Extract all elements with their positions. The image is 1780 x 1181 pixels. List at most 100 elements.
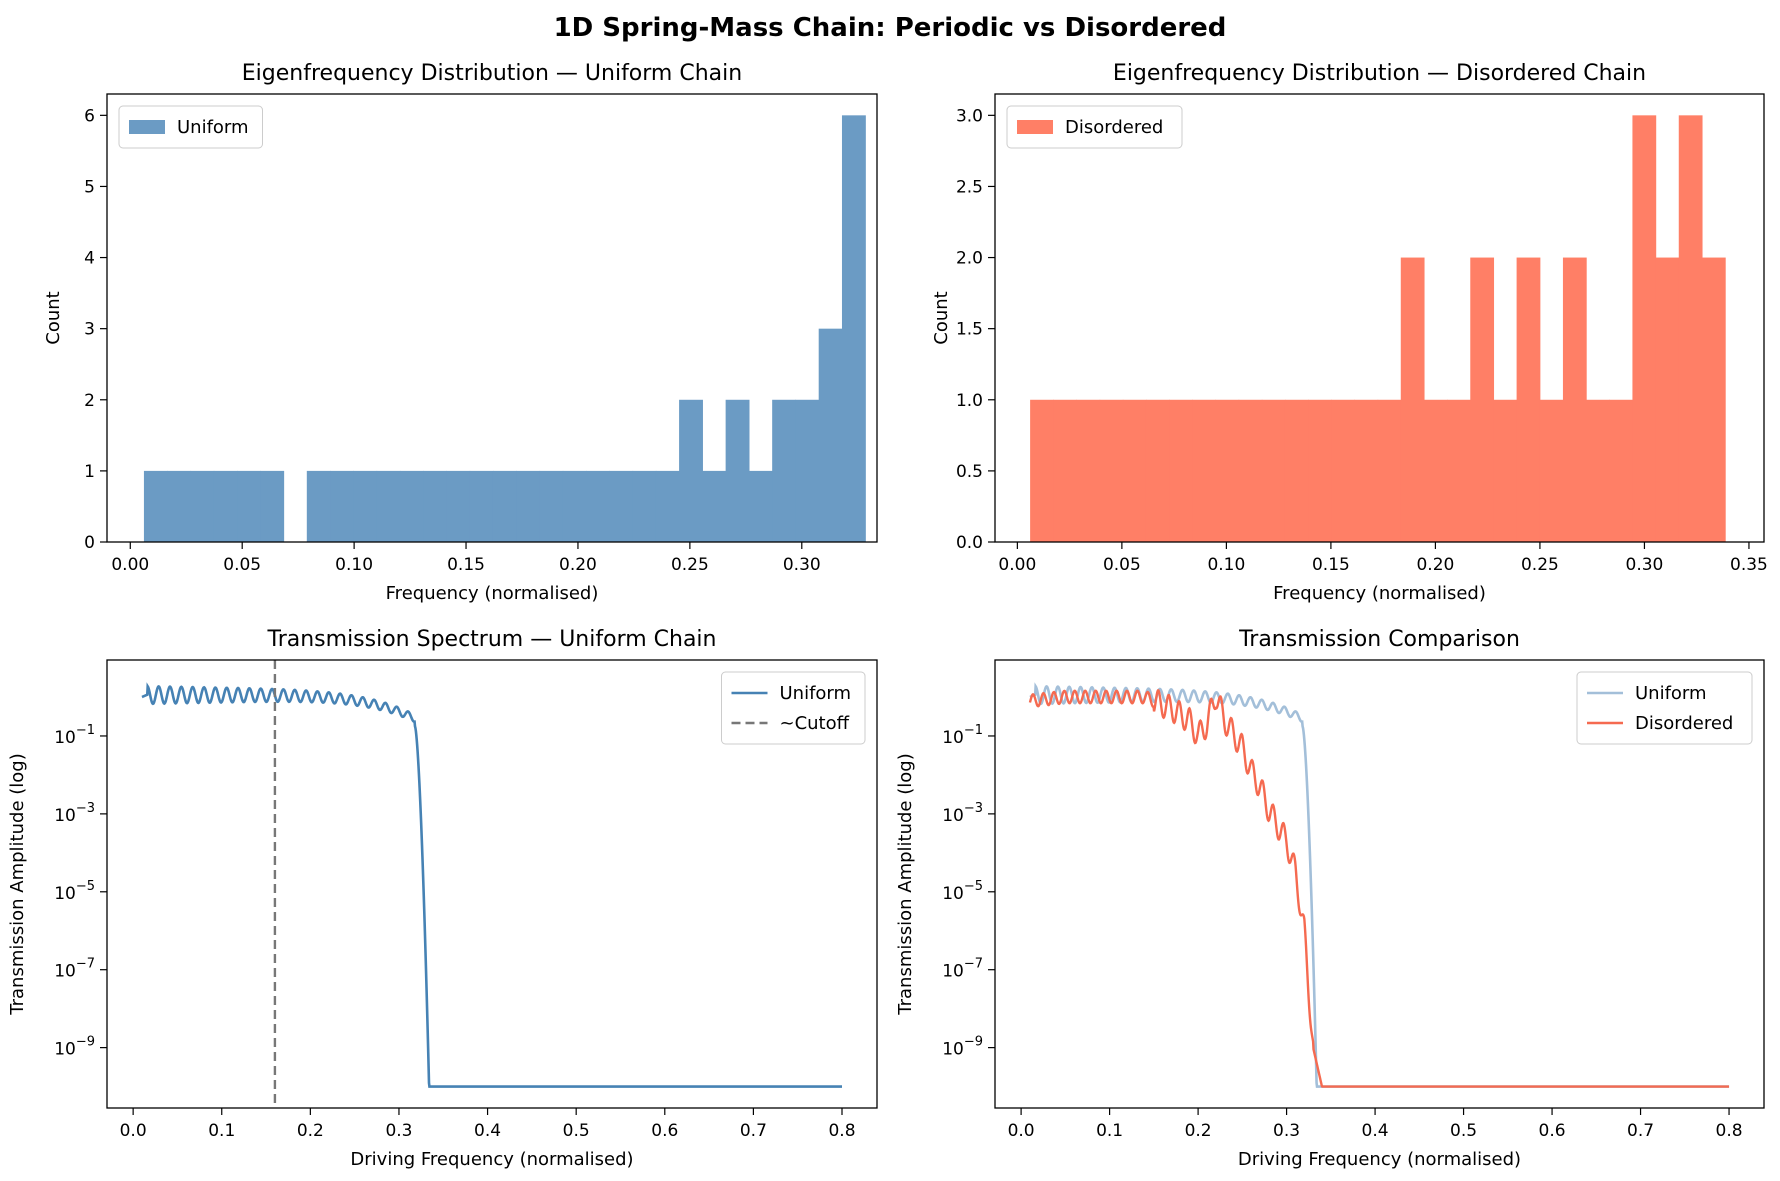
histogram-bar: [399, 470, 424, 542]
subplot-title: Eigenfrequency Distribution — Disordered…: [1113, 61, 1646, 86]
histogram-bar: [492, 470, 517, 542]
histogram-bar: [213, 470, 238, 542]
histogram-bar: [237, 470, 261, 542]
x-tick-label: 0.10: [335, 555, 373, 575]
x-tick-label: 0.05: [223, 555, 261, 575]
y-tick-base: 10: [54, 1040, 76, 1060]
axes-frame: [106, 93, 878, 543]
histogram-bar: [1145, 399, 1170, 542]
histogram-bar: [1169, 399, 1193, 542]
y-axis-label: Transmission Amplitude (log): [7, 753, 28, 1015]
y-tick-label: 1.0: [956, 391, 983, 411]
x-tick-label: 0.8: [1716, 1121, 1743, 1141]
y-tick-label: 10−7: [942, 957, 983, 982]
legend-label: Disordered: [1635, 713, 1733, 734]
y-tick-exponent: −9: [76, 1035, 95, 1050]
y-tick-label: 10−5: [942, 879, 983, 904]
histogram-bar: [632, 470, 657, 542]
histogram-bar: [1099, 399, 1124, 542]
legend-label: Uniform: [177, 117, 249, 138]
histogram-bar: [1215, 399, 1240, 542]
y-tick-label: 2.5: [956, 177, 983, 197]
legend-label: ~Cutoff: [780, 713, 850, 734]
plot-area: [1028, 682, 1730, 1088]
y-tick-exponent: −5: [76, 879, 95, 894]
x-tick-label: 0.2: [1185, 1121, 1212, 1141]
histogram-bar: [190, 470, 215, 542]
y-tick-label: 2.0: [956, 249, 983, 269]
histogram-bar: [1308, 399, 1332, 542]
y-tick-label: 2: [84, 391, 95, 411]
y-tick-label: 0.5: [956, 462, 983, 482]
x-tick-label: 0.5: [1450, 1121, 1477, 1141]
y-tick-label: 10−3: [942, 801, 983, 826]
y-tick-label: 3.0: [956, 106, 983, 126]
histogram-bar: [1586, 399, 1610, 542]
histogram-bar: [1238, 399, 1263, 542]
subplot-2: 0.0 0.5 1.0 1.5 2.0 2.5 3.0 0.00 0.05 0.10 0.15 0.2…: [931, 61, 1768, 604]
histogram-bar: [1539, 399, 1564, 542]
y-tick-label: 1.5: [956, 320, 983, 340]
x-axis-label: Driving Frequency (normalised): [350, 1149, 633, 1170]
histogram-bar: [423, 470, 448, 542]
y-tick-label: 5: [84, 177, 95, 197]
y-tick-exponent: −7: [76, 957, 95, 972]
y-tick-label: 0.0: [956, 533, 983, 553]
subplot-3: 10−110−310−510−710−90.0 0.1 0.2 0.3 0.4 0.5 0.…: [7, 627, 878, 1170]
subplot-title: Transmission Comparison: [1238, 627, 1520, 652]
y-tick-exponent: −1: [964, 723, 983, 738]
axes-frame: [106, 659, 878, 1109]
y-tick-base: 10: [942, 1040, 964, 1060]
series-line-uniform: [141, 682, 842, 1088]
y-tick-label: 6: [84, 106, 95, 126]
x-tick-label: 0.1: [1096, 1121, 1123, 1141]
y-tick-label: 0: [84, 533, 95, 553]
figure-title: 1D Spring-Mass Chain: Periodic vs Disord…: [554, 13, 1227, 43]
histogram-bar: [1030, 399, 1054, 542]
legend-box: [721, 671, 866, 745]
x-tick-label: 0.20: [559, 555, 597, 575]
x-tick-label: 0.6: [1539, 1121, 1566, 1141]
legend-label: Disordered: [1065, 117, 1163, 138]
histogram-bar: [1331, 399, 1356, 542]
y-tick-label: 10−9: [942, 1035, 983, 1060]
y-tick-label: 10−9: [54, 1035, 95, 1060]
series-line-uniform: [1029, 682, 1730, 1088]
histogram-bar: [1261, 399, 1286, 542]
histogram-bar: [1678, 115, 1703, 542]
y-tick-base: 10: [942, 884, 964, 904]
y-tick-base: 10: [942, 962, 964, 982]
y-tick-base: 10: [942, 728, 964, 748]
histogram-bar: [1354, 399, 1379, 542]
x-tick-label: 0.1: [208, 1121, 235, 1141]
histogram-bar: [1400, 257, 1425, 542]
histogram-bar: [1447, 399, 1471, 542]
x-tick-label: 0.15: [447, 555, 485, 575]
y-tick-base: 10: [54, 728, 76, 748]
y-axis-label: Count: [931, 291, 952, 344]
histogram-bar: [330, 470, 354, 542]
legend-swatch: [129, 120, 165, 134]
legend-label: Uniform: [1635, 683, 1707, 704]
x-tick-label: 0.4: [474, 1121, 501, 1141]
legend: Uniform: [118, 105, 263, 149]
histogram-bar: [841, 115, 866, 542]
plot-area: [141, 660, 842, 1108]
subplot-title: Transmission Spectrum — Uniform Chain: [267, 627, 717, 652]
histogram-bar: [818, 328, 843, 542]
histogram-bar: [167, 470, 192, 542]
histogram-bar: [1562, 257, 1587, 542]
x-axis-label: Frequency (normalised): [1273, 583, 1486, 604]
y-tick-label: 10−5: [54, 879, 95, 904]
y-tick-label: 10−3: [54, 801, 95, 826]
y-tick-exponent: −1: [76, 723, 95, 738]
histogram-bars: [143, 115, 866, 542]
histogram-bar: [1516, 257, 1541, 542]
x-tick-label: 0.3: [385, 1121, 412, 1141]
histogram-bar: [1053, 399, 1078, 542]
histogram-bar: [539, 470, 564, 542]
y-tick-exponent: −3: [76, 801, 95, 816]
histogram-bar: [1076, 399, 1101, 542]
x-tick-label: 0.7: [1627, 1121, 1654, 1141]
histogram-bar: [376, 470, 401, 542]
